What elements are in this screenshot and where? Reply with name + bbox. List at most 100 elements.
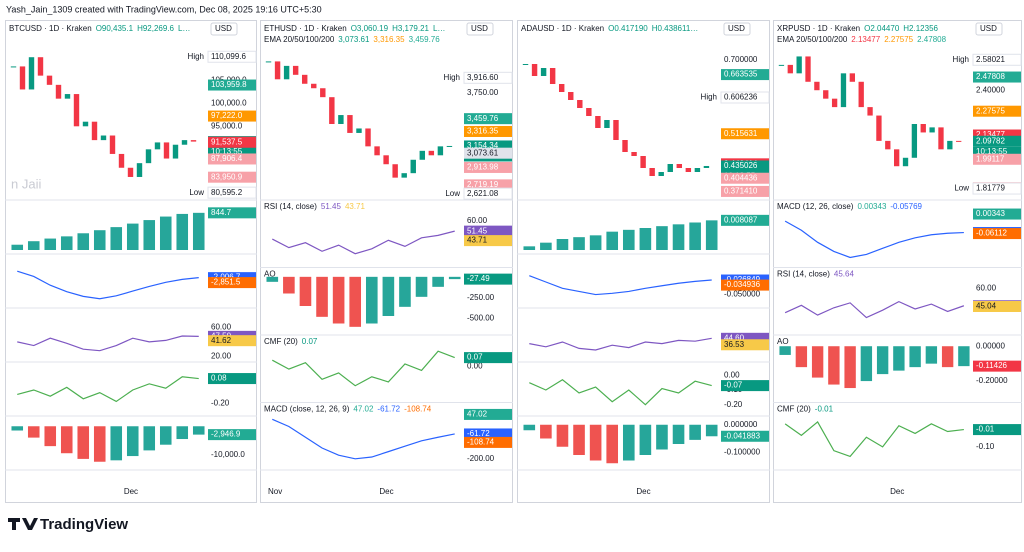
- badge-label: 3,316.35: [467, 127, 499, 136]
- histogram-bar: [876, 346, 889, 375]
- histogram-bar: [126, 426, 139, 457]
- price-badge: [464, 428, 512, 440]
- candle: [676, 164, 683, 168]
- histogram-bar: [93, 426, 106, 462]
- chart-panel: ADAUSD · 1D · Kraken O0.417190 H0.438611… U…: [517, 20, 770, 503]
- histogram-bar: [639, 424, 652, 455]
- badge-label: 2,621.08: [467, 189, 499, 198]
- histogram-bar: [60, 236, 73, 250]
- badge-tag: High: [953, 55, 969, 64]
- currency: USD: [215, 24, 232, 33]
- ema-value: 3,459.76: [409, 35, 441, 44]
- y-tick-label: -10,000.0: [211, 450, 245, 459]
- badge-label: 0.00343: [976, 209, 1005, 218]
- histogram-bar: [639, 228, 652, 250]
- price-badge: [464, 147, 512, 159]
- badge-label: 47.02: [467, 410, 488, 419]
- histogram-bar: [11, 426, 24, 431]
- badge-label: -27.49: [467, 274, 490, 283]
- price-badge: [208, 335, 256, 347]
- x-tick-label: Dec: [890, 487, 904, 496]
- candle: [947, 140, 953, 150]
- countdown-badge: [973, 146, 1021, 157]
- chart-panel: ETHUSD · 1D · Kraken O3,060.19 H3,179.21 L……: [260, 20, 513, 503]
- header-part: O0.417190: [608, 24, 648, 33]
- candle: [787, 64, 793, 74]
- header-part: L…: [178, 24, 190, 33]
- histogram-bar: [622, 424, 635, 461]
- candle: [595, 116, 601, 128]
- candle: [10, 66, 17, 68]
- y-tick-label: 0.00000: [976, 341, 1005, 350]
- badge-label: -61.72: [467, 429, 490, 438]
- price-badge: [464, 140, 512, 152]
- ema-title: EMA 20/50/100/200: [777, 35, 848, 44]
- candle: [320, 88, 326, 98]
- badge-label: -108.74: [467, 438, 495, 447]
- price-badge: [463, 187, 513, 200]
- candle: [814, 81, 820, 91]
- price-badge: [973, 424, 1021, 436]
- candle: [292, 65, 299, 75]
- price-badge: [972, 182, 1022, 195]
- histogram-bar: [176, 426, 189, 440]
- watermark: n Jaii: [11, 176, 41, 191]
- candle: [849, 73, 855, 82]
- badge-label: 2.58021: [976, 55, 1005, 64]
- candle: [622, 140, 628, 152]
- candle: [531, 64, 538, 76]
- badge-label: 1.99117: [976, 154, 1005, 163]
- price-badge: [973, 153, 1021, 165]
- y-tick-label: 2.40000: [976, 85, 1005, 94]
- candle: [540, 68, 547, 76]
- badge-label: 36.53: [724, 340, 745, 349]
- histogram-bar: [523, 424, 536, 431]
- candle: [929, 127, 935, 133]
- histogram-bar: [925, 346, 938, 364]
- badge-tag: High: [444, 73, 460, 82]
- pane-title: CMF (20): [777, 405, 811, 414]
- pane-legend-value: -0.05769: [890, 202, 922, 211]
- badge-label: 3,459.76: [467, 114, 499, 123]
- candle: [190, 140, 197, 142]
- y-tick-label: -0.10: [976, 442, 995, 451]
- ema-value: 3,316.35: [373, 35, 405, 44]
- badge-label: 0.008087: [724, 215, 758, 224]
- candle: [831, 98, 838, 108]
- y-tick-label: -500.00: [467, 314, 495, 323]
- countdown: 10:13:55: [976, 147, 1008, 156]
- y-tick-label: 0.00: [724, 370, 740, 379]
- x-tick-label: Nov: [268, 487, 282, 496]
- header-part: BTCUSD · 1D · Kraken: [9, 24, 92, 33]
- histogram-bar: [299, 276, 312, 306]
- price-badge: [721, 172, 769, 184]
- histogram-bar: [958, 346, 970, 367]
- badge-label: -2,851.5: [211, 278, 241, 287]
- candle: [858, 81, 864, 108]
- candle: [265, 61, 272, 63]
- candle: [64, 94, 71, 99]
- candle: [437, 146, 444, 156]
- badge-label: 0.08: [211, 374, 227, 383]
- candle: [938, 127, 944, 150]
- pane-legend-value: -0.01: [815, 405, 834, 414]
- histogram-bar: [523, 246, 536, 250]
- currency: USD: [980, 24, 997, 33]
- pane-title: RSI (14, close): [264, 202, 317, 211]
- y-tick-label: -250.00: [467, 293, 495, 302]
- candle: [329, 97, 335, 124]
- histogram-bar: [382, 276, 395, 316]
- histogram-bar: [349, 276, 362, 327]
- header-part: O3,060.19: [351, 24, 389, 33]
- header-part: ETHUSD · 1D · Kraken: [264, 24, 347, 33]
- histogram-bar: [779, 346, 791, 355]
- candle: [154, 142, 161, 150]
- pane-title: MACD (12, 26, close): [777, 202, 854, 211]
- ema-value: 2.13477: [851, 35, 880, 44]
- candle: [920, 124, 926, 133]
- ema-value: 3,073.61: [338, 35, 370, 44]
- indicator-line: [784, 300, 965, 319]
- price-badge: [208, 171, 256, 183]
- price-badge: [464, 161, 512, 173]
- badge-label: 0.07: [467, 353, 483, 362]
